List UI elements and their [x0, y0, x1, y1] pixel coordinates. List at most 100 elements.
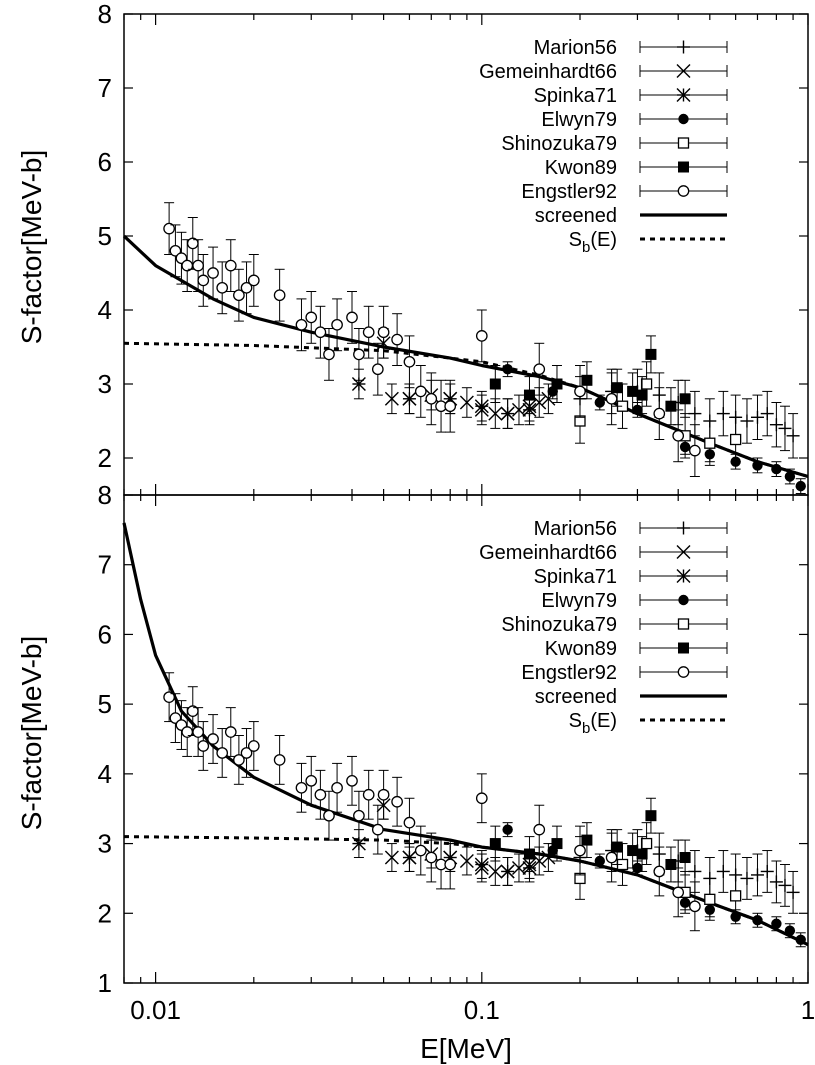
kwon89-data-point — [627, 845, 639, 857]
bottom-x-tick-label: 0.01 — [130, 995, 181, 1025]
kwon89-data-point — [581, 834, 593, 846]
bottom-y-tick-label: 7 — [98, 550, 112, 580]
engstler92-data-point — [689, 444, 701, 457]
bottom-engstler92-series — [163, 672, 701, 932]
bottom-y-tick-label: 3 — [98, 829, 112, 859]
elwyn79-data-point — [771, 918, 782, 929]
legend-label: screened — [535, 686, 617, 708]
top-y-axis-title: S-factor[MeV-b] — [16, 150, 47, 345]
engstler92-data-point — [346, 311, 358, 324]
top-y-ticks: 2 3 4 5 6 7 8 — [98, 0, 808, 473]
bottom-x-tick-label: 1 — [801, 995, 815, 1025]
marion56-data-point — [786, 885, 800, 899]
marion56-data-point — [750, 410, 764, 424]
legend-marker — [677, 40, 690, 54]
legend-label: Elwyn79 — [541, 590, 617, 612]
bottom-plot-frame — [123, 494, 809, 984]
kwon89-data-point — [581, 374, 593, 386]
elwyn79-data-point — [594, 855, 605, 867]
shinozuka79-data-point — [729, 433, 742, 446]
engstler92-data-point — [533, 823, 546, 836]
kwon89-data-point — [551, 378, 563, 390]
legend-label: Sb(E) — [569, 710, 617, 737]
marion56-data-point — [778, 421, 792, 435]
engstler92-data-point — [314, 326, 327, 339]
elwyn79-data-point — [502, 364, 513, 375]
engstler92-data-point — [192, 259, 204, 272]
kwon89-data-point — [611, 382, 623, 394]
bottom-y-tick-label: 6 — [98, 619, 112, 649]
open-circle-marker-icon — [639, 185, 728, 197]
shinozuka79-data-point — [704, 437, 716, 449]
engstler92-data-point — [207, 733, 219, 745]
bottom-data-series — [163, 672, 806, 948]
bottom-spinka71-series — [351, 829, 537, 886]
engstler92-data-point — [305, 311, 318, 324]
engstler92-data-point — [605, 851, 618, 864]
legend-label: Marion56 — [534, 37, 617, 59]
marion56-data-point — [760, 864, 774, 878]
engstler92-data-point — [331, 318, 343, 331]
top-y-tick-label: 3 — [98, 369, 112, 399]
legend-label: Gemeinhardt66 — [479, 542, 617, 564]
legend-item-kwon89: Kwon89 — [545, 157, 728, 179]
top-data-series — [163, 202, 806, 495]
elwyn79-data-point — [594, 397, 605, 408]
spinka71-data-point — [474, 399, 489, 414]
marion56-data-point — [760, 407, 774, 421]
elwyn79-data-point — [752, 915, 763, 926]
bottom-y-tick-label: 1 — [98, 968, 112, 998]
engstler92-data-point — [672, 429, 685, 442]
legend-item-spinka71: Spinka71 — [534, 566, 728, 588]
elwyn79-data-point — [795, 480, 806, 492]
gemeinhardt66-data-point — [511, 860, 526, 875]
bottom-x-tick-label: 0.1 — [464, 995, 500, 1025]
legend-marker — [678, 642, 689, 654]
elwyn79-data-point — [502, 824, 513, 835]
legend-label: Sb(E) — [569, 229, 617, 256]
engstler92-data-point — [169, 244, 182, 257]
shinozuka79-data-point — [729, 890, 742, 902]
marion56-data-point — [769, 875, 783, 889]
star-marker-icon — [639, 569, 728, 583]
elwyn79-data-point — [784, 471, 796, 482]
top-y-tick-label: 5 — [98, 221, 112, 251]
marion56-data-point — [740, 871, 754, 885]
engstler92-data-point — [444, 858, 457, 871]
engstler92-data-point — [295, 781, 308, 794]
engstler92-data-point — [295, 318, 308, 331]
gemeinhardt66-data-point — [488, 864, 503, 879]
engstler92-data-point — [362, 326, 375, 339]
top-legend: Marion56Gemeinhardt66Spinka71Elwyn79Shin… — [479, 37, 728, 256]
kwon89-data-point — [645, 348, 657, 360]
marion56-data-point — [740, 414, 754, 428]
top-kwon89-series — [489, 335, 691, 426]
top-y-tick-label: 4 — [98, 295, 112, 325]
legend-marker — [677, 666, 690, 678]
top-elwyn79-series — [502, 361, 806, 495]
legend-marker — [678, 161, 689, 173]
legend-label: Engstler92 — [521, 662, 617, 684]
marion56-data-point — [778, 878, 792, 892]
legend-label: screened — [535, 205, 617, 227]
bottom-y-ticks: 1 2 3 4 5 6 7 8 — [98, 480, 808, 998]
shinozuka79-data-point — [640, 378, 653, 390]
top-engstler92-series — [163, 202, 701, 477]
kwon89-data-point — [679, 852, 691, 864]
kwon89-data-point — [611, 841, 623, 853]
legend-label: Shinozuka79 — [501, 614, 617, 636]
kwon89-data-point — [551, 838, 563, 850]
open-circle-marker-icon — [639, 666, 728, 678]
top-x-ticks — [123, 14, 809, 495]
kwon89-data-point — [489, 378, 501, 390]
legend-item-marion56: Marion56 — [534, 518, 728, 540]
top-curves — [122, 234, 809, 479]
bottom-y-axis-title: S-factor[MeV-b] — [16, 636, 47, 831]
kwon89-data-point — [489, 838, 501, 850]
elwyn79-data-point — [784, 925, 796, 936]
legend-item-gemeinhardt66: Gemeinhardt66 — [479, 61, 728, 83]
legend-marker — [676, 569, 691, 583]
bottom-y-tick-label: 4 — [98, 759, 112, 789]
engstler92-data-point — [197, 274, 210, 287]
engstler92-data-point — [353, 809, 365, 822]
